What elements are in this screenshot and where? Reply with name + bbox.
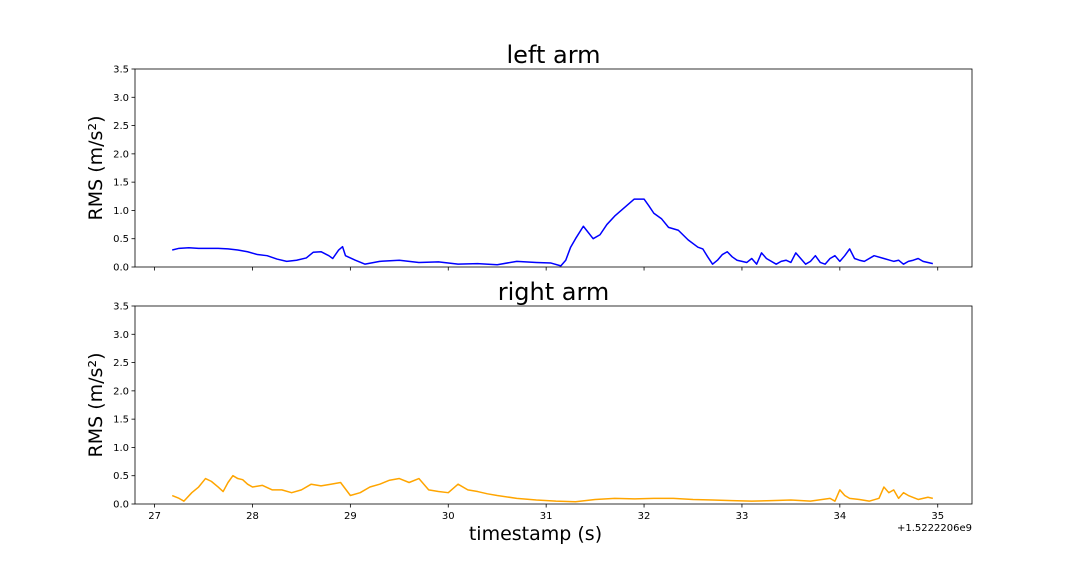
right-arm-ytick-label: 2.0 xyxy=(113,386,129,397)
left-arm-ytick-label: 2.0 xyxy=(113,149,129,160)
right-arm-series-line xyxy=(171,474,934,503)
right-arm-xtick-label: 28 xyxy=(246,511,259,522)
right-arm-ytick-label: 1.0 xyxy=(113,443,129,454)
right-arm-xtick-label: 33 xyxy=(736,511,749,522)
left-arm-ytick-label: 0.0 xyxy=(113,263,129,274)
right-arm-xtick-label: 31 xyxy=(540,511,553,522)
left-arm-ytick-label: 1.0 xyxy=(113,206,129,217)
right-arm-xtick-label: 34 xyxy=(833,511,846,522)
left-arm-title: left arm xyxy=(506,41,600,69)
left-arm-ytick-label: 3.5 xyxy=(113,65,129,76)
right-arm-xtick-label: 32 xyxy=(638,511,651,522)
right-arm-title: right arm xyxy=(498,278,610,306)
right-arm-axes-frame xyxy=(134,305,973,505)
right-arm-ytick-label: 0.0 xyxy=(113,500,129,511)
left-arm-ylabel: RMS (m/s²) xyxy=(85,116,107,221)
right-arm-xlabel: timestamp (s) xyxy=(469,523,602,545)
right-arm-xtick-label: 27 xyxy=(148,511,161,522)
right-arm-ytick-label: 1.5 xyxy=(113,415,129,426)
right-arm-xtick-label: 35 xyxy=(931,511,944,522)
left-arm-series-line xyxy=(172,198,934,267)
right-arm-x-offset-label: +1.5222206e9 xyxy=(897,523,972,534)
right-arm-ytick-label: 3.0 xyxy=(113,330,129,341)
left-arm-ytick-label: 3.0 xyxy=(113,93,129,104)
right-arm-panel: right arm RMS (m/s²) 0.0 0.5 1.0 1.5 2.0 2.5 3.0… xyxy=(85,278,973,545)
right-arm-ytick-label: 0.5 xyxy=(113,471,129,482)
left-arm-panel: left arm RMS (m/s²) 0.0 0.5 1.0 1.5 2.0 2.5 3.0 3… xyxy=(85,41,973,274)
right-arm-xtick-label: 30 xyxy=(442,511,455,522)
left-arm-ytick-label: 1.5 xyxy=(113,178,129,189)
left-arm-ytick-label: 2.5 xyxy=(113,121,129,132)
right-arm-ytick-label: 2.5 xyxy=(113,358,129,369)
left-arm-ytick-label: 0.5 xyxy=(113,234,129,245)
right-arm-ylabel: RMS (m/s²) xyxy=(85,353,107,458)
right-arm-xtick-label: 29 xyxy=(344,511,357,522)
right-arm-ytick-label: 3.5 xyxy=(113,302,129,313)
left-arm-axes-frame xyxy=(134,68,973,268)
